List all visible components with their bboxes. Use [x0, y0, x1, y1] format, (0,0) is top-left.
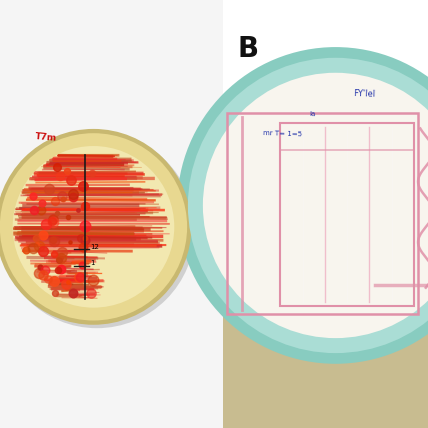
Point: [36, 269, 43, 276]
Point: [54, 163, 60, 170]
Point: [82, 234, 89, 241]
Point: [67, 176, 74, 183]
Point: [82, 237, 89, 244]
Point: [51, 251, 57, 258]
Point: [50, 216, 56, 223]
Bar: [223, 120, 428, 428]
Point: [74, 207, 81, 214]
Circle shape: [177, 47, 428, 364]
Bar: [0, 0, 223, 428]
Point: [50, 218, 56, 225]
Point: [35, 242, 42, 249]
Point: [64, 214, 71, 221]
Text: FY'lel: FY'lel: [353, 89, 375, 98]
Point: [80, 244, 86, 250]
Point: [33, 235, 39, 241]
Text: la: la: [309, 111, 315, 118]
Point: [49, 237, 56, 244]
Point: [60, 195, 67, 202]
Point: [64, 168, 71, 175]
Point: [76, 273, 83, 280]
Point: [40, 272, 47, 279]
Point: [45, 186, 52, 193]
Text: T7m: T7m: [35, 132, 57, 143]
Point: [59, 193, 66, 199]
Text: 1: 1: [90, 261, 95, 267]
Point: [40, 247, 47, 254]
Bar: [223, 0, 428, 120]
Point: [45, 276, 51, 283]
Point: [80, 182, 86, 189]
Point: [58, 249, 65, 256]
Circle shape: [13, 146, 174, 308]
Point: [81, 203, 88, 210]
Point: [63, 281, 70, 288]
Circle shape: [0, 133, 187, 321]
Point: [30, 245, 36, 252]
Text: B: B: [238, 35, 259, 63]
Point: [89, 170, 95, 177]
Point: [51, 290, 58, 297]
Point: [34, 240, 41, 247]
Point: [65, 278, 71, 285]
Point: [55, 256, 62, 263]
Point: [42, 220, 49, 227]
Point: [36, 264, 43, 270]
Point: [87, 290, 94, 297]
Circle shape: [203, 73, 428, 338]
Circle shape: [0, 132, 195, 328]
Point: [40, 231, 47, 238]
Text: 12: 12: [90, 244, 99, 250]
Point: [89, 276, 96, 283]
Circle shape: [188, 58, 428, 353]
Point: [51, 277, 57, 284]
Text: mr T= 1=5: mr T= 1=5: [263, 130, 302, 137]
Point: [38, 207, 45, 214]
Point: [50, 238, 57, 244]
Point: [75, 273, 82, 280]
Point: [70, 289, 77, 296]
Point: [29, 192, 36, 199]
Point: [54, 210, 61, 217]
Point: [57, 255, 64, 262]
Point: [39, 199, 46, 206]
Point: [48, 217, 55, 224]
Point: [82, 223, 89, 229]
Point: [78, 262, 85, 269]
Point: [69, 193, 76, 200]
Point: [23, 247, 30, 254]
Point: [56, 172, 63, 179]
Point: [42, 266, 48, 273]
Point: [77, 235, 84, 241]
Point: [31, 207, 38, 214]
Point: [55, 267, 62, 273]
Point: [66, 239, 73, 246]
Point: [69, 190, 76, 197]
Circle shape: [0, 129, 191, 325]
Bar: [280, 123, 414, 306]
Bar: [227, 113, 418, 314]
Point: [58, 265, 65, 272]
Point: [51, 198, 58, 205]
